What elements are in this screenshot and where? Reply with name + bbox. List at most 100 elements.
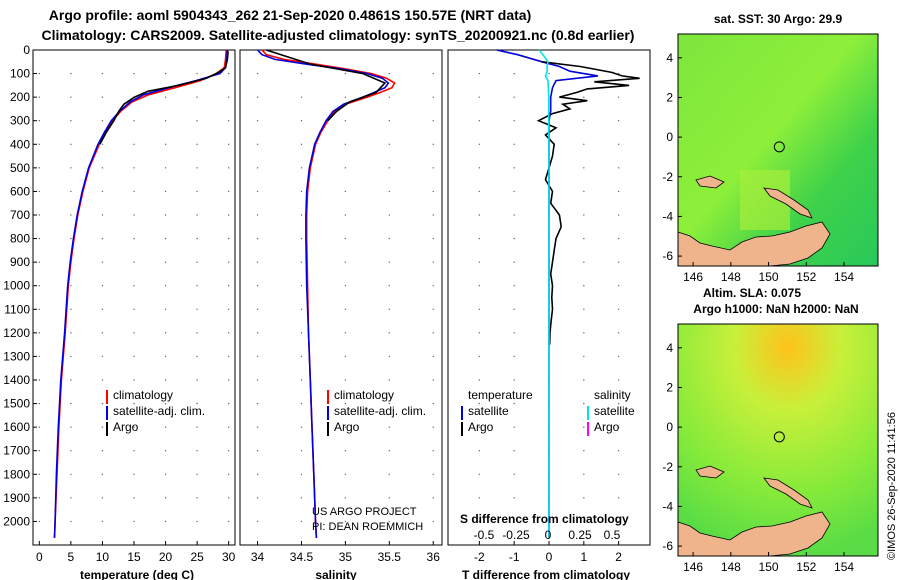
salinity-grid-dot: [256, 214, 259, 216]
temperature-grid-dot: [101, 285, 104, 287]
sst-map-xtick-label-2: 150: [759, 270, 779, 284]
temperature-grid-dot: [70, 355, 72, 358]
difference-grid-dot: [513, 355, 515, 358]
salinity-xtick-label-1: 34.5: [290, 550, 314, 564]
pressure-tick-label-1100: 1100: [4, 302, 30, 316]
salinity-grid-dot: [300, 261, 303, 263]
difference-xtick-label-3: 1: [580, 550, 587, 564]
temperature-grid-dot: [164, 72, 167, 75]
temperature-grid-dot: [133, 143, 135, 145]
temperature-grid-dot: [101, 96, 104, 98]
salinity-grid-dot: [344, 190, 347, 193]
figure-title-line-1: Argo profile: aoml 5904343_262 21-Sep-20…: [49, 7, 531, 23]
temperature-grid-dot: [101, 190, 104, 193]
temperature-grid-dot: [38, 167, 41, 169]
difference-grid-dot: [513, 237, 515, 240]
salinity-panel-frame: [239, 49, 443, 546]
salinity-grid-dot: [344, 520, 347, 523]
difference-grid-dot: [583, 308, 585, 310]
temperature-grid-dot: [133, 214, 135, 216]
temperature-grid-dot: [164, 285, 167, 287]
salinity-grid-dot: [432, 285, 434, 287]
salinity-grid-dot: [300, 167, 303, 169]
legend-s-satellite-label: satellite-adj. clim.: [334, 404, 426, 418]
pressure-tick-label-1600: 1600: [3, 420, 30, 434]
temperature-grid-dot: [70, 426, 72, 428]
temperature-grid-dot: [133, 261, 135, 263]
salinity-grid-dot: [344, 143, 347, 145]
pressure-tick-label-1300: 1300: [3, 349, 30, 363]
temperature-grid-dot: [227, 237, 230, 240]
salinity-grid-dot: [388, 332, 391, 334]
difference-xtick-label-4: 2: [615, 550, 622, 564]
sst-map-ytick-label-0: 4: [666, 51, 673, 65]
pressure-tick-label-800: 800: [10, 232, 30, 246]
salinity-grid-dot: [388, 473, 391, 475]
salinity-grid-dot: [300, 332, 303, 334]
temperature-grid-dot: [38, 261, 41, 263]
difference-grid-dot: [583, 167, 585, 169]
difference-grid-dot: [478, 237, 481, 240]
salinity-series-satellite-adj-clim-: [257, 49, 390, 538]
pressure-tick-label-1000: 1000: [3, 279, 30, 293]
difference-grid-dot: [617, 237, 620, 240]
s-tick-label-4: 0.5: [604, 528, 621, 542]
salinity-grid-dot: [256, 167, 259, 169]
temperature-grid-dot: [164, 426, 167, 428]
pressure-tick-label-1500: 1500: [3, 397, 30, 411]
temperature-grid-dot: [70, 450, 72, 452]
temperature-xtick-label-5: 25: [190, 550, 204, 564]
temperature-grid-dot: [38, 520, 41, 523]
temperature-grid-dot: [164, 214, 167, 216]
salinity-grid-dot: [300, 143, 303, 145]
salinity-grid-dot: [432, 308, 434, 310]
salinity-grid-dot: [388, 120, 391, 122]
temperature-grid-dot: [227, 355, 230, 358]
temperature-grid-dot: [227, 308, 230, 310]
difference-grid-dot: [583, 520, 585, 523]
salinity-grid-dot: [344, 96, 347, 98]
temperature-grid-dot: [101, 143, 104, 145]
temperature-panel-frame: [32, 49, 236, 546]
difference-xtick-label-0: -2: [474, 550, 485, 564]
temperature-grid-dot: [133, 355, 135, 358]
temperature-grid-dot: [133, 285, 135, 287]
difference-grid-dot: [513, 402, 515, 405]
difference-grid-dot: [478, 402, 481, 405]
salinity-series-climatology: [261, 49, 396, 538]
salinity-grid-dot: [344, 379, 347, 381]
temperature-grid-dot: [70, 214, 72, 216]
sst-map-argo-marker: [773, 141, 785, 153]
salinity-grid-dot: [344, 237, 347, 240]
sst-map-ytick-label-1: 2: [666, 90, 673, 104]
sla-map-land: [677, 511, 831, 557]
temperature-grid-dot: [133, 379, 135, 381]
salinity-grid-dot: [432, 379, 434, 381]
salinity-grid-dot: [388, 167, 391, 169]
sst-map-xtick-label-4: 154: [834, 270, 854, 284]
temperature-grid-dot: [227, 285, 230, 287]
legend-argo-label: Argo: [113, 420, 139, 434]
salinity-grid-dot: [344, 261, 347, 263]
temperature-grid-dot: [196, 120, 198, 122]
sla-map-xtick-label-3: 152: [796, 560, 816, 574]
difference-grid-dot: [513, 520, 515, 523]
pressure-tick-label-0: 0: [23, 43, 30, 57]
difference-grid-dot: [478, 167, 481, 169]
difference-xtick-label-1: -1: [509, 550, 520, 564]
temperature-grid-dot: [101, 497, 104, 499]
difference-grid-dot: [478, 497, 481, 499]
temperature-grid-dot: [164, 237, 167, 240]
salinity-grid-dot: [344, 285, 347, 287]
difference-grid-dot: [478, 473, 481, 475]
temperature-grid-dot: [133, 237, 135, 240]
salinity-grid-dot: [432, 72, 434, 75]
sla-map-xtick-label-0: 146: [683, 560, 703, 574]
temperature-series-argo: [99, 51, 229, 145]
difference-grid-dot: [478, 285, 481, 287]
difference-grid-dot: [513, 143, 515, 145]
salinity-grid-dot: [256, 402, 259, 405]
salinity-grid: [256, 72, 434, 523]
temperature-grid-dot: [196, 332, 198, 334]
temperature-grid-dot: [70, 72, 72, 75]
